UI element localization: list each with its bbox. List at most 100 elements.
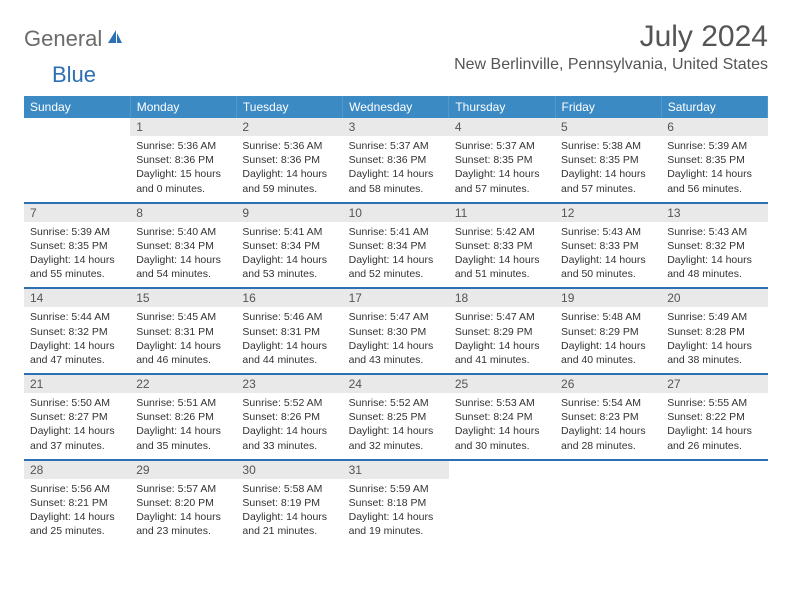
sunset-text: Sunset: 8:31 PM [242, 325, 336, 339]
sunset-text: Sunset: 8:27 PM [30, 410, 124, 424]
sunrise-text: Sunrise: 5:51 AM [136, 396, 230, 410]
sunset-text: Sunset: 8:25 PM [349, 410, 443, 424]
sunset-text: Sunset: 8:33 PM [561, 239, 655, 253]
daylight-text-2: and 56 minutes. [667, 182, 761, 196]
weekday-header: Thursday [449, 96, 555, 118]
day-details: Sunrise: 5:52 AMSunset: 8:25 PMDaylight:… [343, 393, 449, 459]
day-details: Sunrise: 5:36 AMSunset: 8:36 PMDaylight:… [236, 136, 342, 202]
day-number: 23 [236, 375, 342, 393]
calendar-day-cell: 30Sunrise: 5:58 AMSunset: 8:19 PMDayligh… [236, 460, 342, 545]
daylight-text: Daylight: 14 hours [667, 339, 761, 353]
day-number: 18 [449, 289, 555, 307]
day-details: Sunrise: 5:48 AMSunset: 8:29 PMDaylight:… [555, 307, 661, 373]
day-number: 22 [130, 375, 236, 393]
day-details: Sunrise: 5:36 AMSunset: 8:36 PMDaylight:… [130, 136, 236, 202]
daylight-text-2: and 50 minutes. [561, 267, 655, 281]
day-number: 9 [236, 204, 342, 222]
daylight-text-2: and 59 minutes. [242, 182, 336, 196]
sunset-text: Sunset: 8:35 PM [561, 153, 655, 167]
title-block: July 2024 New Berlinville, Pennsylvania,… [454, 20, 768, 74]
daylight-text: Daylight: 14 hours [561, 339, 655, 353]
sunrise-text: Sunrise: 5:52 AM [242, 396, 336, 410]
sunset-text: Sunset: 8:19 PM [242, 496, 336, 510]
day-number: 17 [343, 289, 449, 307]
daylight-text: Daylight: 14 hours [136, 424, 230, 438]
daylight-text-2: and 53 minutes. [242, 267, 336, 281]
day-number: 4 [449, 118, 555, 136]
calendar-day-cell: 9Sunrise: 5:41 AMSunset: 8:34 PMDaylight… [236, 203, 342, 289]
daylight-text: Daylight: 14 hours [455, 253, 549, 267]
day-number: 6 [661, 118, 767, 136]
daylight-text-2: and 25 minutes. [30, 524, 124, 538]
weekday-header: Sunday [24, 96, 130, 118]
sunrise-text: Sunrise: 5:44 AM [30, 310, 124, 324]
daylight-text-2: and 30 minutes. [455, 439, 549, 453]
day-number: 5 [555, 118, 661, 136]
day-number: 10 [343, 204, 449, 222]
location-subtitle: New Berlinville, Pennsylvania, United St… [454, 56, 768, 74]
daylight-text: Daylight: 14 hours [561, 424, 655, 438]
daylight-text-2: and 55 minutes. [30, 267, 124, 281]
sunrise-text: Sunrise: 5:53 AM [455, 396, 549, 410]
day-details: Sunrise: 5:39 AMSunset: 8:35 PMDaylight:… [24, 222, 130, 288]
sunset-text: Sunset: 8:21 PM [30, 496, 124, 510]
daylight-text-2: and 26 minutes. [667, 439, 761, 453]
day-number: 24 [343, 375, 449, 393]
sunset-text: Sunset: 8:29 PM [455, 325, 549, 339]
day-details: Sunrise: 5:42 AMSunset: 8:33 PMDaylight:… [449, 222, 555, 288]
daylight-text-2: and 43 minutes. [349, 353, 443, 367]
calendar-day-cell [661, 460, 767, 545]
daylight-text: Daylight: 14 hours [667, 424, 761, 438]
calendar-day-cell: 10Sunrise: 5:41 AMSunset: 8:34 PMDayligh… [343, 203, 449, 289]
sunrise-text: Sunrise: 5:42 AM [455, 225, 549, 239]
weekday-header: Friday [555, 96, 661, 118]
daylight-text: Daylight: 14 hours [561, 167, 655, 181]
sunrise-text: Sunrise: 5:45 AM [136, 310, 230, 324]
sunrise-text: Sunrise: 5:36 AM [242, 139, 336, 153]
day-details: Sunrise: 5:43 AMSunset: 8:33 PMDaylight:… [555, 222, 661, 288]
sunrise-text: Sunrise: 5:43 AM [561, 225, 655, 239]
daylight-text-2: and 23 minutes. [136, 524, 230, 538]
daylight-text-2: and 37 minutes. [30, 439, 124, 453]
sunset-text: Sunset: 8:29 PM [561, 325, 655, 339]
day-number: 25 [449, 375, 555, 393]
sunset-text: Sunset: 8:36 PM [349, 153, 443, 167]
calendar-day-cell: 25Sunrise: 5:53 AMSunset: 8:24 PMDayligh… [449, 374, 555, 460]
sunrise-text: Sunrise: 5:39 AM [667, 139, 761, 153]
calendar-week-row: 1Sunrise: 5:36 AMSunset: 8:36 PMDaylight… [24, 118, 768, 203]
sunrise-text: Sunrise: 5:57 AM [136, 482, 230, 496]
day-details: Sunrise: 5:39 AMSunset: 8:35 PMDaylight:… [661, 136, 767, 202]
calendar-day-cell: 7Sunrise: 5:39 AMSunset: 8:35 PMDaylight… [24, 203, 130, 289]
calendar-day-cell: 2Sunrise: 5:36 AMSunset: 8:36 PMDaylight… [236, 118, 342, 203]
calendar-day-cell: 26Sunrise: 5:54 AMSunset: 8:23 PMDayligh… [555, 374, 661, 460]
daylight-text-2: and 32 minutes. [349, 439, 443, 453]
daylight-text-2: and 46 minutes. [136, 353, 230, 367]
daylight-text: Daylight: 14 hours [349, 339, 443, 353]
day-number: 19 [555, 289, 661, 307]
daylight-text-2: and 41 minutes. [455, 353, 549, 367]
daylight-text-2: and 54 minutes. [136, 267, 230, 281]
calendar-day-cell: 19Sunrise: 5:48 AMSunset: 8:29 PMDayligh… [555, 288, 661, 374]
calendar-page: General July 2024 New Berlinville, Penns… [0, 0, 792, 564]
day-number: 3 [343, 118, 449, 136]
sunset-text: Sunset: 8:18 PM [349, 496, 443, 510]
day-details: Sunrise: 5:55 AMSunset: 8:22 PMDaylight:… [661, 393, 767, 459]
sunrise-text: Sunrise: 5:49 AM [667, 310, 761, 324]
daylight-text: Daylight: 14 hours [455, 424, 549, 438]
daylight-text: Daylight: 14 hours [455, 167, 549, 181]
sunrise-text: Sunrise: 5:47 AM [455, 310, 549, 324]
daylight-text: Daylight: 14 hours [136, 510, 230, 524]
sunset-text: Sunset: 8:33 PM [455, 239, 549, 253]
daylight-text: Daylight: 14 hours [136, 253, 230, 267]
sunrise-text: Sunrise: 5:47 AM [349, 310, 443, 324]
day-number: 11 [449, 204, 555, 222]
day-number: 20 [661, 289, 767, 307]
calendar-week-row: 28Sunrise: 5:56 AMSunset: 8:21 PMDayligh… [24, 460, 768, 545]
weekday-header: Saturday [661, 96, 767, 118]
daylight-text-2: and 47 minutes. [30, 353, 124, 367]
daylight-text: Daylight: 14 hours [242, 339, 336, 353]
weekday-header: Wednesday [343, 96, 449, 118]
calendar-day-cell: 6Sunrise: 5:39 AMSunset: 8:35 PMDaylight… [661, 118, 767, 203]
day-number: 2 [236, 118, 342, 136]
daylight-text: Daylight: 14 hours [667, 253, 761, 267]
